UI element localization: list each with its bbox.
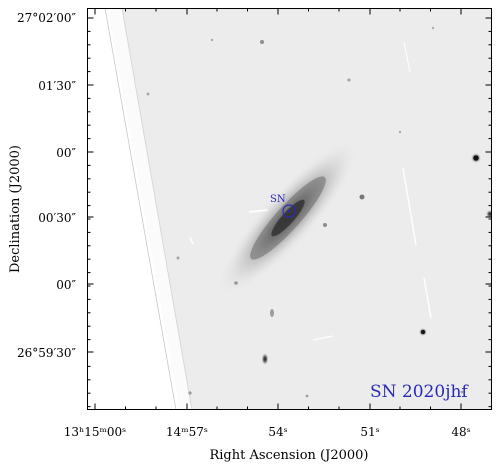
- star: [486, 210, 492, 218]
- star: [305, 394, 309, 398]
- artifact-streak: [423, 277, 432, 319]
- artifact-streak: [403, 41, 411, 73]
- star-core: [473, 155, 479, 161]
- star: [398, 130, 402, 134]
- edge-strip: [108, 8, 192, 410]
- y-tick-label: 26°59′30″: [17, 346, 77, 360]
- plot-frame: [87, 8, 492, 410]
- star: [146, 92, 150, 96]
- star: [176, 256, 180, 260]
- star-core: [421, 330, 425, 334]
- sn-marker-dot: [287, 209, 291, 213]
- artifact-streak: [189, 236, 194, 245]
- x-tick-label: 14ᵐ57ˢ: [166, 425, 208, 439]
- star: [261, 353, 269, 365]
- sky-image: [87, 8, 492, 410]
- star: [359, 194, 365, 200]
- y-tick-label: 27°02′00″: [17, 11, 77, 25]
- y-tick-label: 01′30″: [38, 79, 76, 93]
- edge-line-inner: [121, 8, 193, 410]
- x-tick-label: 48ˢ: [451, 425, 470, 439]
- y-axis-title: Declination (J2000): [8, 145, 23, 273]
- y-axis-tick-labels: 27°02′00″ 01′30″ 00″ 00′30″ 00″ 26°59′30…: [17, 11, 77, 360]
- y-tick-label: 00″: [56, 278, 76, 292]
- axis-ticks: [87, 8, 492, 410]
- star: [270, 309, 274, 317]
- star: [234, 281, 238, 285]
- artifact-streak: [248, 209, 269, 213]
- star: [260, 40, 264, 44]
- star: [431, 26, 435, 30]
- x-axis-title: Right Ascension (J2000): [209, 448, 368, 463]
- x-tick-label: 51ˢ: [360, 425, 379, 439]
- sn-marker-circle: [282, 204, 296, 218]
- y-tick-label: 00′30″: [38, 211, 76, 225]
- x-axis-tick-labels: 13ʰ15ᵐ00ˢ 14ᵐ57ˢ 54ˢ 51ˢ 48ˢ: [64, 425, 471, 439]
- sn-marker-label: SN: [270, 194, 286, 205]
- x-tick-label: 13ʰ15ᵐ00ˢ: [64, 425, 126, 439]
- artifact-streak: [402, 167, 417, 246]
- galaxy: [218, 141, 358, 295]
- blank-wedge: [87, 8, 180, 410]
- star: [323, 223, 327, 227]
- x-tick-label: 54ˢ: [268, 425, 287, 439]
- star: [188, 391, 192, 395]
- artifact-streak: [312, 335, 334, 341]
- edge-line: [104, 8, 177, 410]
- star: [460, 390, 464, 394]
- star: [210, 38, 214, 42]
- object-name: SN 2020jhf: [370, 382, 469, 402]
- y-tick-label: 00″: [56, 146, 76, 160]
- star: [347, 78, 351, 82]
